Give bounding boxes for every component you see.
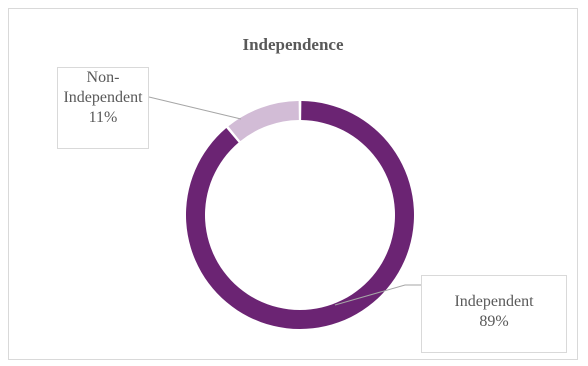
data-label-non-independent: Non-Independent 11%: [57, 67, 149, 149]
data-label-non-independent-value: 11%: [88, 109, 118, 126]
slice-non-independent: [228, 101, 299, 142]
chart-area: Independence Non-Independent 11% Indepen…: [8, 8, 578, 360]
data-label-non-independent-category: Non-Independent: [63, 69, 143, 106]
data-label-independent-value: 89%: [479, 313, 509, 330]
chart-title: Independence: [242, 35, 344, 54]
data-label-independent-category: Independent: [454, 293, 534, 310]
data-label-independent: Independent 89%: [421, 275, 567, 353]
leader-line-non-independent: [148, 96, 242, 120]
leader-line-independent: [334, 284, 421, 306]
slice-independent: [185, 101, 414, 329]
doughnut-chart: [148, 96, 421, 329]
